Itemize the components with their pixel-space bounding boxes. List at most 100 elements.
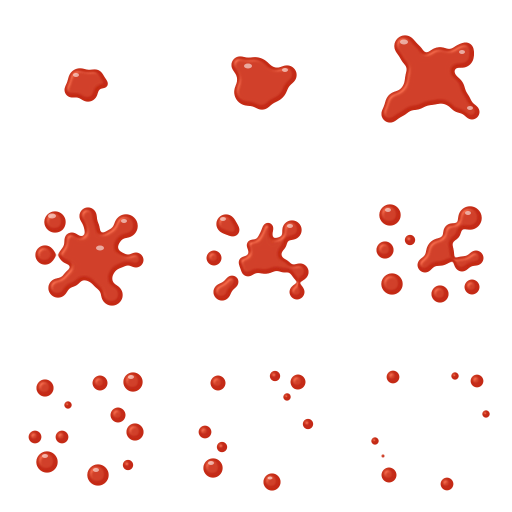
highlight	[287, 224, 293, 228]
droplet	[404, 234, 416, 246]
droplet	[431, 285, 449, 303]
droplet	[291, 263, 309, 281]
droplet	[370, 436, 380, 446]
highlight	[48, 213, 56, 219]
droplet	[210, 375, 226, 391]
droplet	[289, 284, 305, 300]
highlight	[93, 468, 99, 472]
splat-frames	[28, 35, 491, 491]
frame-8	[198, 370, 314, 491]
highlight	[96, 245, 104, 251]
droplet	[426, 238, 454, 266]
droplet	[376, 241, 394, 259]
droplet	[417, 257, 433, 273]
droplet	[36, 379, 54, 397]
droplet	[87, 464, 109, 486]
droplet	[101, 284, 123, 306]
droplet	[458, 42, 474, 58]
frame-7	[28, 372, 144, 486]
droplet	[78, 82, 98, 102]
droplet	[114, 214, 138, 238]
droplet	[92, 375, 108, 391]
droplet	[112, 252, 128, 268]
droplet	[79, 207, 97, 225]
droplet	[282, 220, 302, 240]
highlight	[73, 73, 79, 77]
droplet	[198, 425, 212, 439]
droplet	[71, 234, 119, 282]
droplet	[122, 459, 134, 471]
droplet	[28, 430, 42, 444]
droplet	[381, 273, 403, 295]
droplet	[64, 82, 80, 98]
frame-4	[35, 207, 144, 306]
droplet	[203, 458, 223, 478]
droplet	[262, 222, 274, 234]
droplet	[277, 65, 297, 85]
droplet	[226, 223, 240, 237]
highlight	[244, 63, 252, 69]
droplet	[450, 371, 460, 381]
droplet	[110, 407, 126, 423]
frame-5	[206, 214, 309, 301]
droplet	[123, 372, 143, 392]
frame-3	[381, 35, 480, 123]
droplet	[290, 374, 306, 390]
droplet	[381, 105, 399, 123]
droplet	[454, 256, 470, 272]
droplet	[48, 278, 68, 298]
highlight	[128, 375, 134, 379]
droplet	[92, 270, 112, 290]
droplet	[213, 283, 231, 301]
droplet	[470, 374, 484, 388]
droplet	[263, 473, 281, 491]
droplet	[231, 56, 249, 74]
highlights	[42, 39, 473, 480]
droplet	[464, 279, 480, 295]
droplet	[249, 242, 281, 274]
droplet	[35, 245, 55, 265]
frame-6	[376, 204, 484, 303]
droplet	[246, 239, 258, 251]
droplet	[44, 211, 66, 233]
highlight	[465, 211, 471, 215]
highlight	[400, 39, 408, 45]
highlight	[208, 461, 214, 465]
droplet	[379, 204, 401, 226]
droplet	[277, 259, 291, 273]
droplet	[126, 423, 144, 441]
droplet	[425, 47, 455, 77]
highlight	[220, 217, 226, 221]
droplet	[63, 400, 73, 410]
droplet	[443, 223, 461, 241]
droplet	[468, 250, 484, 266]
frame-1	[64, 68, 109, 102]
droplet	[59, 246, 77, 264]
highlight	[282, 68, 288, 72]
highlight	[42, 454, 48, 458]
droplet	[128, 252, 144, 268]
droplet	[464, 104, 480, 120]
droplet	[225, 275, 239, 289]
droplet	[379, 452, 387, 460]
droplet	[394, 35, 416, 57]
droplet	[269, 370, 281, 382]
droplet	[386, 370, 400, 384]
highlight	[467, 106, 473, 110]
highlight	[121, 219, 127, 223]
droplet	[458, 206, 482, 230]
highlight	[385, 208, 391, 212]
droplet	[216, 441, 228, 453]
droplet	[258, 231, 272, 245]
droplet	[238, 256, 250, 268]
droplet	[63, 269, 81, 287]
droplet	[273, 237, 287, 251]
droplet	[252, 90, 272, 110]
frame-2	[231, 56, 297, 110]
droplet	[302, 418, 314, 430]
frame-9	[370, 370, 491, 491]
droplet	[55, 430, 69, 444]
droplet	[282, 392, 292, 402]
